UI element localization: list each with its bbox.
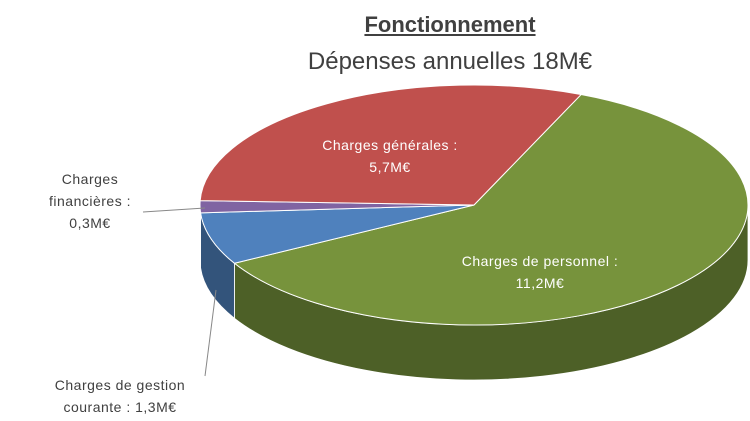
category-label: Charges de personnel : — [461, 253, 619, 269]
value-label: 1,3M€ — [135, 399, 177, 415]
value-label: 11,2M€ — [515, 275, 565, 291]
category-label: Charges générales : — [322, 137, 458, 153]
slice — [199, 84, 583, 206]
slice — [200, 204, 475, 264]
category-label: Charges de gestion courante : — [54, 377, 186, 415]
slice-label: Charges générales : 5,7M€ — [290, 134, 490, 178]
value-label: 5,7M€ — [369, 159, 411, 175]
value-label: 0,3M€ — [69, 215, 111, 231]
leader-line — [142, 207, 206, 213]
category-label: Charges financières : — [49, 171, 131, 209]
chart-subtitle: Dépenses annuelles 18M€ — [307, 48, 593, 75]
leader-line — [204, 289, 217, 377]
slice — [233, 93, 749, 326]
slice-label: Charges de gestion courante : 1,3M€ — [30, 374, 210, 418]
chart-title: Fonctionnement — [364, 12, 536, 37]
slice-label: Charges financières : 0,3M€ — [35, 168, 145, 234]
slice-label: Charges de personnel : 11,2M€ — [440, 250, 640, 294]
